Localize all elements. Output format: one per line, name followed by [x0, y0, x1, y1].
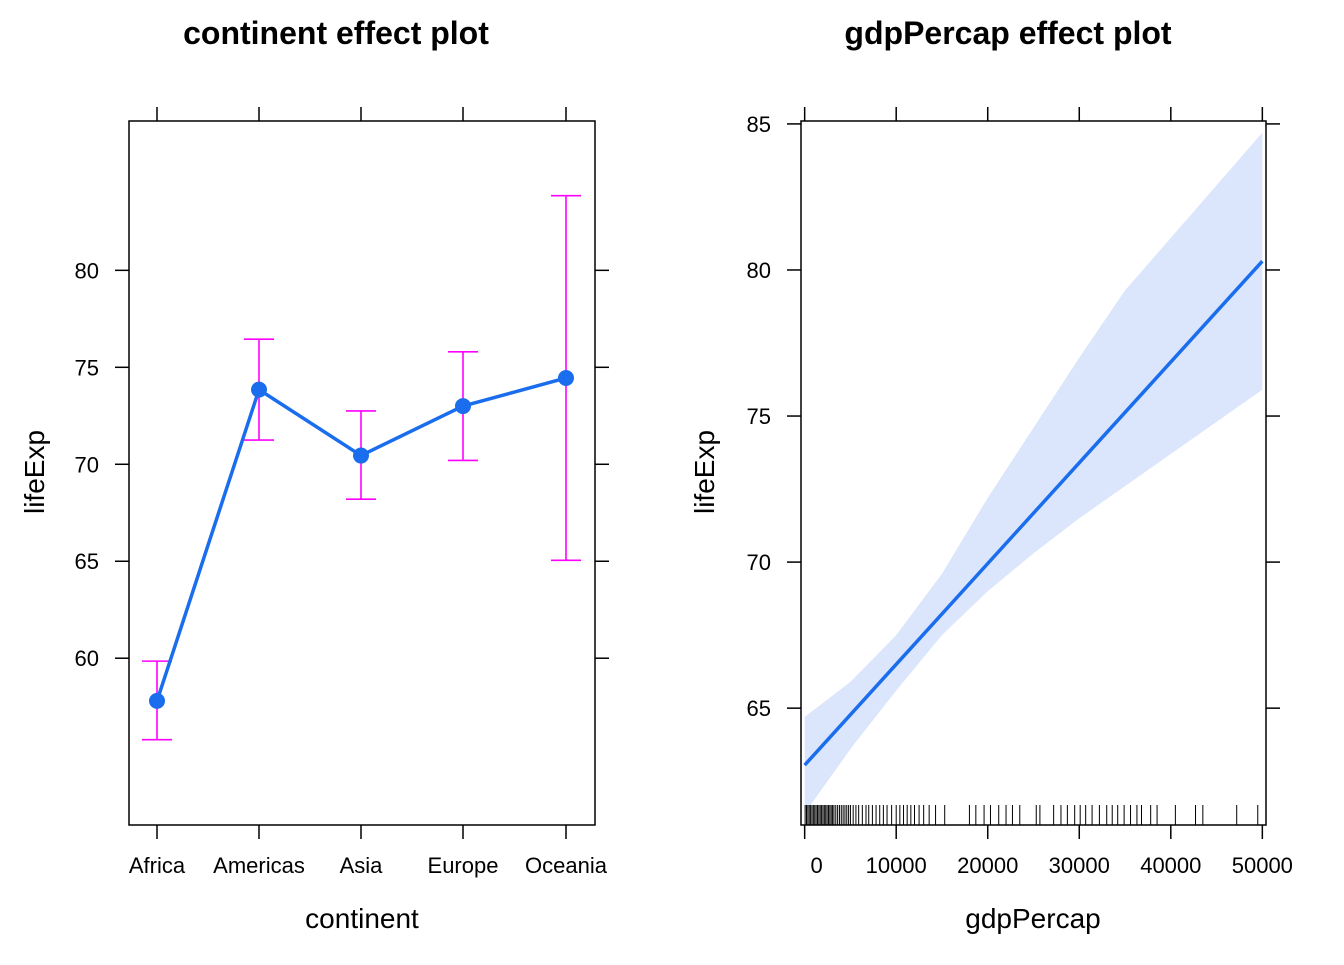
x-axis-label-gdppercap: gdpPercap — [965, 903, 1100, 934]
gdppercap-effect-panel: gdpPercap effect plot gdpPercap lifeExp … — [689, 15, 1293, 934]
x-tick-label: 50000 — [1232, 853, 1293, 878]
y-axis-label-gdppercap: lifeExp — [689, 430, 720, 514]
y-tick-label: 60 — [75, 646, 99, 671]
y-tick-label: 85 — [747, 112, 771, 137]
effect-point — [149, 692, 165, 709]
fit-line — [803, 260, 1264, 767]
effect-point — [455, 398, 471, 415]
y-tick-label: 65 — [747, 696, 771, 721]
y-tick-label: 80 — [75, 258, 99, 283]
plot-frame-gdppercap — [800, 120, 1267, 826]
plot-frame-continent — [128, 120, 596, 826]
x-axis-label-continent: continent — [305, 903, 419, 934]
x-category-label: Europe — [428, 853, 499, 878]
x-category-label: Asia — [340, 853, 384, 878]
y-tick-label: 70 — [747, 550, 771, 575]
effect-point — [353, 447, 369, 464]
x-tick-label: 0 — [811, 853, 823, 878]
y-tick-label: 80 — [747, 258, 771, 283]
plot-content-continent: 60 65 70 75 80 Africa Americas Asia Europe Oceani… — [75, 107, 609, 878]
x-category-label: Oceania — [525, 853, 608, 878]
x-category-label: Americas — [213, 853, 305, 878]
x-category-label: Africa — [129, 853, 186, 878]
plot-content-gdppercap: 65 70 75 80 85 0 10000 20000 30000 40000 50000 — [747, 107, 1293, 878]
effect-point — [558, 369, 574, 386]
y-tick-label: 75 — [75, 355, 99, 380]
x-tick-label: 10000 — [866, 853, 927, 878]
confidence-band — [804, 132, 1263, 814]
x-tick-label: 30000 — [1049, 853, 1110, 878]
y-tick-label: 70 — [75, 452, 99, 477]
x-tick-label: 20000 — [957, 853, 1018, 878]
y-tick-label: 75 — [747, 404, 771, 429]
y-axis-label-continent: lifeExp — [19, 430, 50, 514]
panel-title-continent: continent effect plot — [183, 15, 489, 51]
y-tick-label: 65 — [75, 549, 99, 574]
effect-point — [251, 381, 267, 398]
x-tick-label: 40000 — [1140, 853, 1201, 878]
panel-title-gdppercap: gdpPercap effect plot — [844, 15, 1172, 51]
continent-effect-panel: continent effect plot continent lifeExp … — [19, 15, 609, 934]
